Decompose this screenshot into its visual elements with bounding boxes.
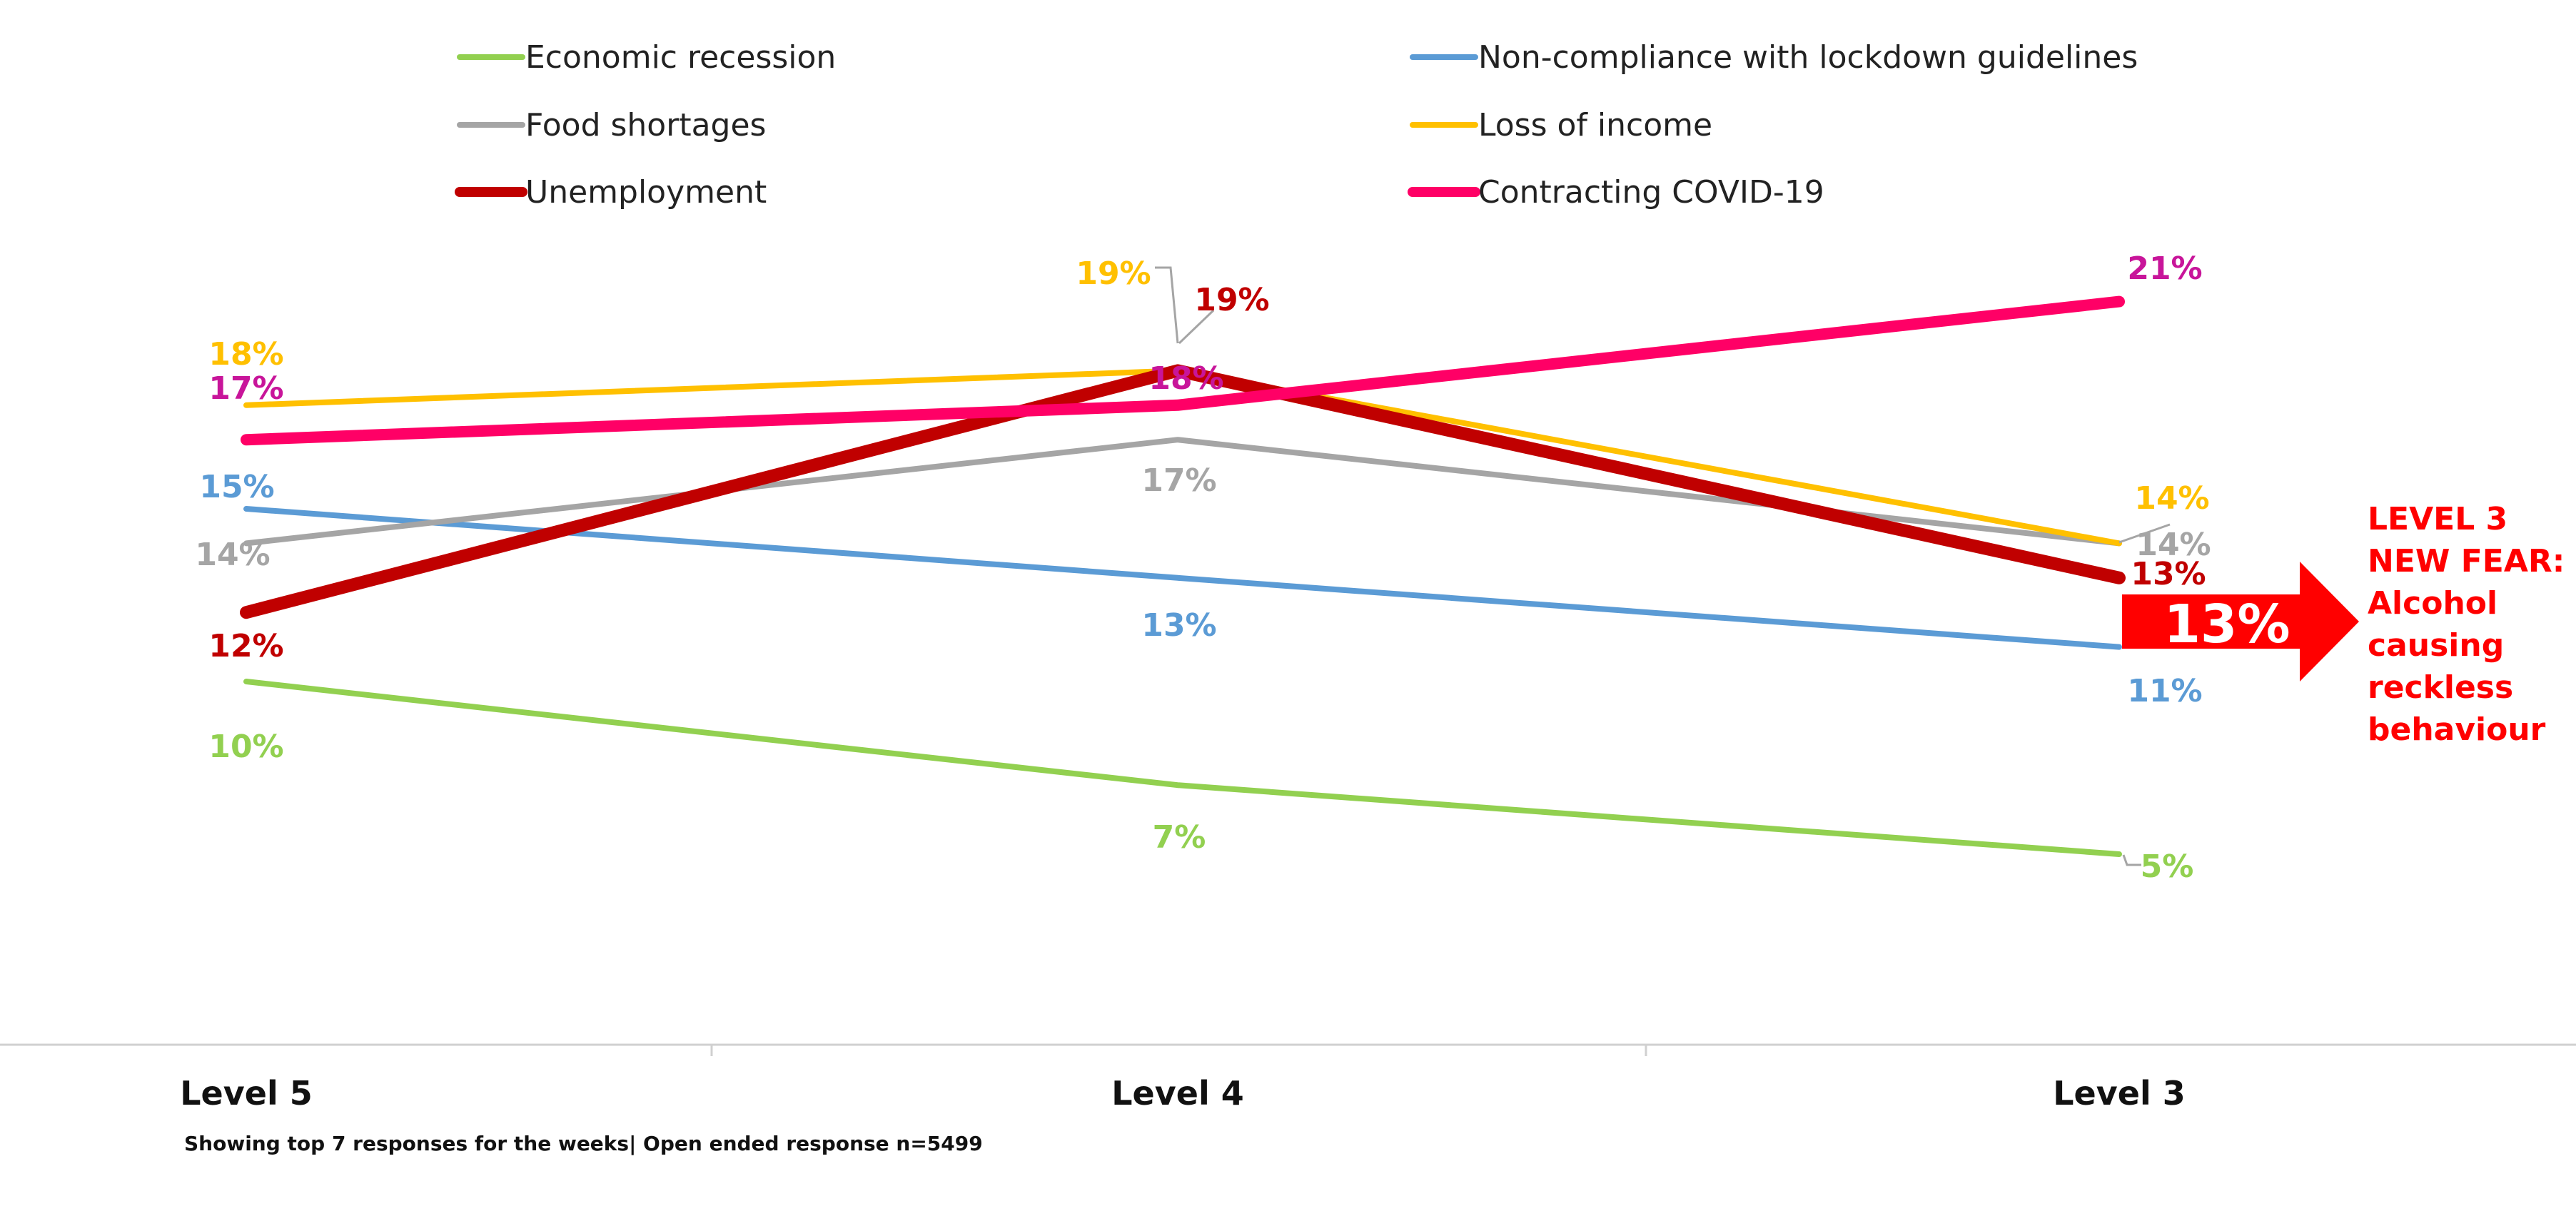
legend-label: Contracting COVID-19 xyxy=(1478,174,1824,211)
series-lines xyxy=(240,295,2126,857)
data-label-loss-of-income: 19% xyxy=(1076,255,1151,292)
x-tick-label: Level 5 xyxy=(180,1074,312,1113)
legend-label: Unemployment xyxy=(525,174,767,211)
data-label-unemployment: 12% xyxy=(208,628,283,664)
legend-item-unemployment: Unemployment xyxy=(455,174,767,211)
leader-line xyxy=(1178,309,1215,345)
data-label-food-shortages: 14% xyxy=(195,537,270,573)
data-label-contracting-covid-19: 17% xyxy=(208,370,283,407)
data-label-contracting-covid-19: 18% xyxy=(1148,360,1223,397)
legend-label: Non-compliance with lockdown guidelines xyxy=(1478,39,2138,76)
annotation-line: causing xyxy=(2368,627,2504,664)
legend-item-loss-of-income: Loss of income xyxy=(1410,107,1712,143)
annotation-line: Alcohol xyxy=(2368,585,2497,622)
legend-item-contracting-covid-19: Contracting COVID-19 xyxy=(1408,174,1824,211)
new-fear-callout: 13% LEVEL 3 NEW FEAR: Alcohol causing re… xyxy=(2122,501,2565,748)
legend: Economic recession Non-compliance with lo… xyxy=(455,39,2138,211)
series-line-contracting-covid-19 xyxy=(241,295,2125,446)
data-label-non-compliance-with-lockdown-guidelines: 15% xyxy=(199,469,274,505)
legend-label: Loss of income xyxy=(1478,107,1712,143)
data-label-food-shortages: 17% xyxy=(1141,462,1216,499)
data-label-unemployment: 13% xyxy=(2131,556,2206,592)
data-label-loss-of-income: 18% xyxy=(208,336,283,373)
data-label-economic-recession: 5% xyxy=(2141,848,2194,885)
data-label-contracting-covid-19: 21% xyxy=(2127,250,2202,287)
legend-item-non-compliance-with-lockdown-guidelines: Non-compliance with lockdown guidelines xyxy=(1410,39,2138,76)
annotation-line: NEW FEAR: xyxy=(2368,543,2565,579)
series-line-unemployment xyxy=(240,364,2126,619)
x-axis-tick-labels: Level 5 Level 4 Level 3 xyxy=(180,1074,2185,1113)
annotation-line: behaviour xyxy=(2368,711,2546,748)
data-label-unemployment: 19% xyxy=(1194,282,1269,318)
data-label-non-compliance-with-lockdown-guidelines: 13% xyxy=(1141,607,1216,644)
legend-item-economic-recession: Economic recession xyxy=(457,39,836,76)
annotation-line: LEVEL 3 xyxy=(2368,501,2507,537)
data-label-non-compliance-with-lockdown-guidelines: 11% xyxy=(2127,673,2202,709)
data-label-loss-of-income: 14% xyxy=(2134,480,2209,517)
legend-item-food-shortages: Food shortages xyxy=(457,107,766,143)
annotation-line: reckless xyxy=(2368,669,2513,706)
data-label-food-shortages: 14% xyxy=(2136,527,2211,563)
label-leader-lines xyxy=(1155,266,2171,866)
x-tick-label: Level 3 xyxy=(2053,1074,2185,1113)
arrow-shape xyxy=(2122,562,2359,681)
data-label-economic-recession: 10% xyxy=(208,729,283,765)
leader-line xyxy=(1155,266,1179,344)
footnote: Showing top 7 responses for the weeks| O… xyxy=(184,1132,983,1155)
legend-label: Food shortages xyxy=(525,107,766,143)
leader-line xyxy=(2118,523,2171,544)
arrow-value: 13% xyxy=(2163,594,2290,655)
series-line-economic-recession xyxy=(243,679,2122,857)
leader-line xyxy=(2122,854,2141,866)
data-labels: 10% 7% 5% 15% 13% 11% 14% 17% 14% 18% 19% 14% 12% 19%… xyxy=(195,250,2211,885)
x-tick-label: Level 4 xyxy=(1111,1074,1243,1113)
legend-label: Economic recession xyxy=(525,39,836,76)
data-label-economic-recession: 7% xyxy=(1153,819,1206,856)
